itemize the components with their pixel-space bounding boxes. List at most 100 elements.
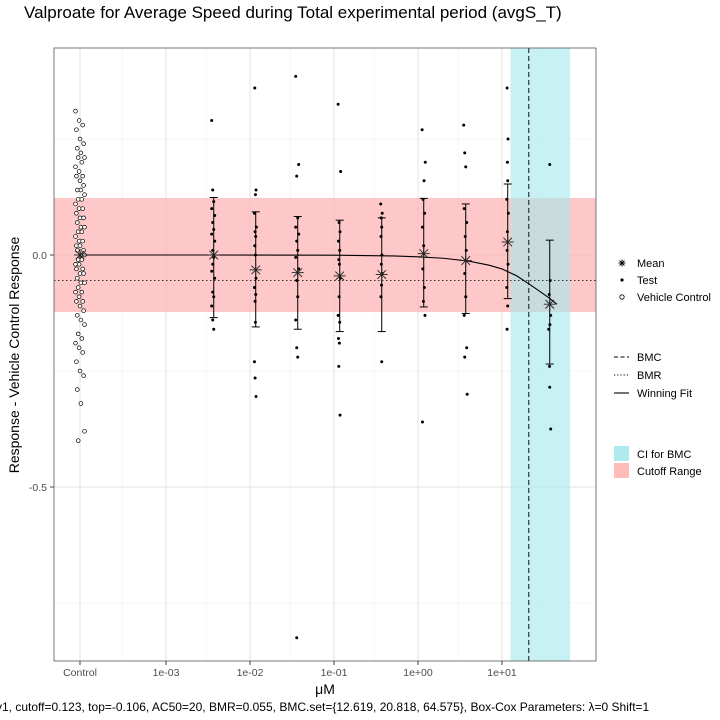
test-point [253,193,257,197]
legend-label: Test [637,275,657,287]
mean-point [375,268,388,281]
test-point [210,118,214,122]
test-point [294,255,298,259]
vehicle-control-point [80,206,85,211]
test-point [211,318,215,322]
legend-key-fill [614,446,629,461]
vehicle-control-point [78,150,84,156]
test-point [423,160,427,164]
vehicle-control-series [73,108,87,443]
test-point [253,86,257,90]
mean-point [74,249,86,261]
legend-key-mean [618,259,626,267]
test-point [505,86,509,90]
test-point [297,163,301,167]
legend-label: Cutoff Range [637,466,702,478]
vehicle-control-point [75,197,81,202]
test-point [210,232,214,236]
vehicle-control-point [79,197,85,202]
test-point [337,364,341,368]
vehicle-control-point [82,192,87,197]
mean-point [207,249,220,261]
vehicle-control-point [74,299,79,304]
test-point [465,346,469,350]
vehicle-control-point [81,373,86,378]
vehicle-control-point [80,266,85,272]
test-point [465,392,469,396]
test-point [252,285,256,289]
test-point [463,151,467,155]
test-point [254,395,258,399]
vehicle-control-point [76,294,82,300]
legend-key-fill [614,463,629,478]
test-point [338,413,342,417]
vehicle-control-point [81,271,86,276]
test-point [380,211,384,215]
test-point [506,304,510,308]
vehicle-control-point [74,359,79,364]
test-point [295,636,299,640]
vehicle-control-point [77,368,83,374]
x-tick-label: 1e-01 [321,667,348,679]
legend: Mean Test Vehicle Control BMC BMR Winning Fit… [614,258,711,478]
test-point [422,179,426,183]
plot-border [53,47,597,662]
mean-point [249,263,262,276]
test-point [505,160,509,164]
vehicle-control-point [78,401,84,406]
mean-point [501,236,514,249]
vehicle-control-point [75,229,81,235]
test-point [212,327,216,331]
test-point [379,202,383,206]
vehicle-control-point [79,229,85,235]
plot-panel [54,48,596,661]
vehicle-control-point [74,127,79,132]
test-point [295,346,299,350]
test-point [295,174,299,178]
vehicle-control-point [82,280,87,286]
mean-point [333,269,346,282]
vehicle-control-point [73,234,78,239]
vehicle-control-point [74,243,79,248]
test-point [462,207,466,211]
test-point [505,327,509,331]
vehicle-control-point [76,238,82,244]
vehicle-control-point [75,220,80,225]
vehicle-control-point [77,303,83,309]
test-point [336,102,340,106]
vehicle-control-point [76,206,82,211]
vehicle-control-point [80,350,85,355]
test-point [420,420,424,424]
mean-point [291,266,304,279]
vehicle-control-point [80,122,85,128]
test-point [252,211,256,215]
vehicle-control-point [73,164,78,170]
x-tick-label: 1e+01 [487,667,517,679]
vehicle-control-point [80,299,85,304]
mean-series [74,183,556,365]
vehicle-control-point [75,155,81,160]
legend-key-vehicle-control [619,294,625,300]
test-point [462,313,466,317]
test-point [294,318,298,322]
vehicle-control-point [73,201,78,207]
test-point [380,360,384,364]
vehicle-control-point [76,169,82,174]
vehicle-control-point [76,118,82,123]
test-point [420,128,424,132]
test-point [462,123,466,127]
test-point [506,179,510,183]
test-point [210,207,214,211]
test-point [294,74,298,78]
vehicle-control-point [79,159,85,165]
y-tick-label: 0.0 [32,250,47,262]
test-point [210,304,214,308]
mean-point [459,254,472,267]
test-point [337,341,341,345]
legend-label: Vehicle Control [637,292,711,304]
test-point [294,225,298,229]
test-point [548,364,552,368]
vehicle-control-point [82,322,87,327]
vehicle-control-point [74,266,79,272]
test-point [336,337,340,341]
